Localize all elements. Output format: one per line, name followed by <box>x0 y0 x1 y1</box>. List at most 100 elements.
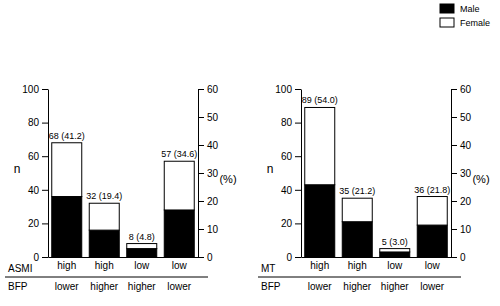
tick-label-2: lower <box>308 281 333 292</box>
tick-label: 100 <box>22 84 39 95</box>
y2-axis-title: (%) <box>472 173 489 185</box>
tick-label: 20 <box>28 218 40 229</box>
y2-tick: 20 <box>451 196 472 207</box>
legend: MaleFemale <box>440 4 490 28</box>
bar <box>164 161 194 210</box>
tick-label: 50 <box>207 112 219 123</box>
tick-label: high <box>348 260 367 271</box>
x-axis: high high low low <box>302 257 452 271</box>
y-tick: 20 <box>281 218 301 229</box>
y-tick: 0 <box>286 252 301 263</box>
tick-mark <box>451 89 457 90</box>
tick-mark <box>198 89 204 90</box>
tick-mark <box>295 123 301 124</box>
tick-label-2: higher <box>90 281 118 292</box>
axis-line <box>49 257 199 258</box>
y2-axis: 0102030405060 <box>451 84 472 263</box>
y2-tick: 10 <box>451 224 472 235</box>
y2-tick: 10 <box>198 224 219 235</box>
bar-annotation: 36 (21.8) <box>414 185 450 195</box>
y2-tick: 30 <box>198 168 219 179</box>
bar <box>342 198 372 222</box>
tick-label: 60 <box>207 84 219 95</box>
tick-label-2: lower <box>167 281 192 292</box>
tick-label-2: higher <box>128 281 156 292</box>
x-tick: low <box>425 257 441 271</box>
axis-line <box>301 90 302 258</box>
tick-mark <box>451 201 457 202</box>
tick-label: high <box>95 260 114 271</box>
tick-mark <box>295 257 301 258</box>
tick-mark <box>451 229 457 230</box>
tick-label: 60 <box>28 151 40 162</box>
x-axis-title-2: BFP <box>261 281 281 292</box>
tick-label: low <box>387 260 403 271</box>
x-tick: low <box>387 257 403 271</box>
legend-swatch <box>440 4 454 13</box>
tick-label: 80 <box>281 117 293 128</box>
y-axis-title: n <box>14 162 21 176</box>
tick-label: 20 <box>460 196 472 207</box>
tick-label: 10 <box>460 224 472 235</box>
x-tick: high <box>348 257 367 271</box>
tick-mark <box>198 201 204 202</box>
bar <box>52 197 82 257</box>
y-tick: 60 <box>28 151 48 162</box>
y2-tick: 60 <box>451 84 472 95</box>
tick-label-2: higher <box>381 281 409 292</box>
tick-mark <box>451 173 457 174</box>
bar <box>127 249 157 257</box>
tick-label: 40 <box>28 185 40 196</box>
tick-label: 30 <box>460 168 472 179</box>
y2-tick: 50 <box>198 112 219 123</box>
tick-mark <box>451 257 457 258</box>
tick-label: 40 <box>460 140 472 151</box>
bar-annotation: 8 (4.8) <box>129 232 155 242</box>
y2-tick: 0 <box>198 252 213 263</box>
bar <box>305 185 335 257</box>
bars <box>305 107 448 257</box>
tick-label: 20 <box>281 218 293 229</box>
tick-mark <box>451 117 457 118</box>
tick-label: low <box>425 260 441 271</box>
y-tick: 40 <box>28 185 48 196</box>
tick-mark <box>42 123 48 124</box>
bars <box>52 143 195 257</box>
tick-label: 80 <box>28 117 40 128</box>
y-tick: 40 <box>281 185 301 196</box>
bar <box>89 230 119 257</box>
tick-mark <box>42 190 48 191</box>
tick-label-2: higher <box>343 281 371 292</box>
tick-mark <box>198 117 204 118</box>
y-tick: 80 <box>281 117 301 128</box>
bar-series <box>305 107 448 251</box>
y-tick: 20 <box>28 218 48 229</box>
x-tick: high <box>57 257 76 271</box>
x-tick: high <box>95 257 114 271</box>
tick-label: 10 <box>207 224 219 235</box>
tick-label: 60 <box>281 151 293 162</box>
x-axis-title-2: BFP <box>8 281 28 292</box>
y2-axis: 0 10 20 30 40 50 60 <box>198 84 219 263</box>
tick-label: 0 <box>33 252 39 263</box>
tick-label: high <box>57 260 76 271</box>
tick-label: 40 <box>207 140 219 151</box>
tick-mark <box>198 257 204 258</box>
tick-mark <box>295 223 301 224</box>
bar <box>417 197 447 226</box>
tick-label-2: lower <box>55 281 80 292</box>
tick-label: high <box>310 260 329 271</box>
y2-tick: 40 <box>198 140 219 151</box>
bar-series <box>305 185 448 257</box>
tick-mark <box>42 156 48 157</box>
tick-label: low <box>172 260 188 271</box>
y-axis-title: n <box>267 162 274 176</box>
x-axis-title: ASMI <box>8 263 32 274</box>
bar-annotation: 5 (3.0) <box>382 237 408 247</box>
legend-label: Female <box>460 18 490 28</box>
bar <box>305 107 335 184</box>
tick-label: 60 <box>460 84 472 95</box>
y2-tick: 20 <box>198 196 219 207</box>
tick-label: 30 <box>207 168 219 179</box>
y2-tick: 60 <box>198 84 219 95</box>
